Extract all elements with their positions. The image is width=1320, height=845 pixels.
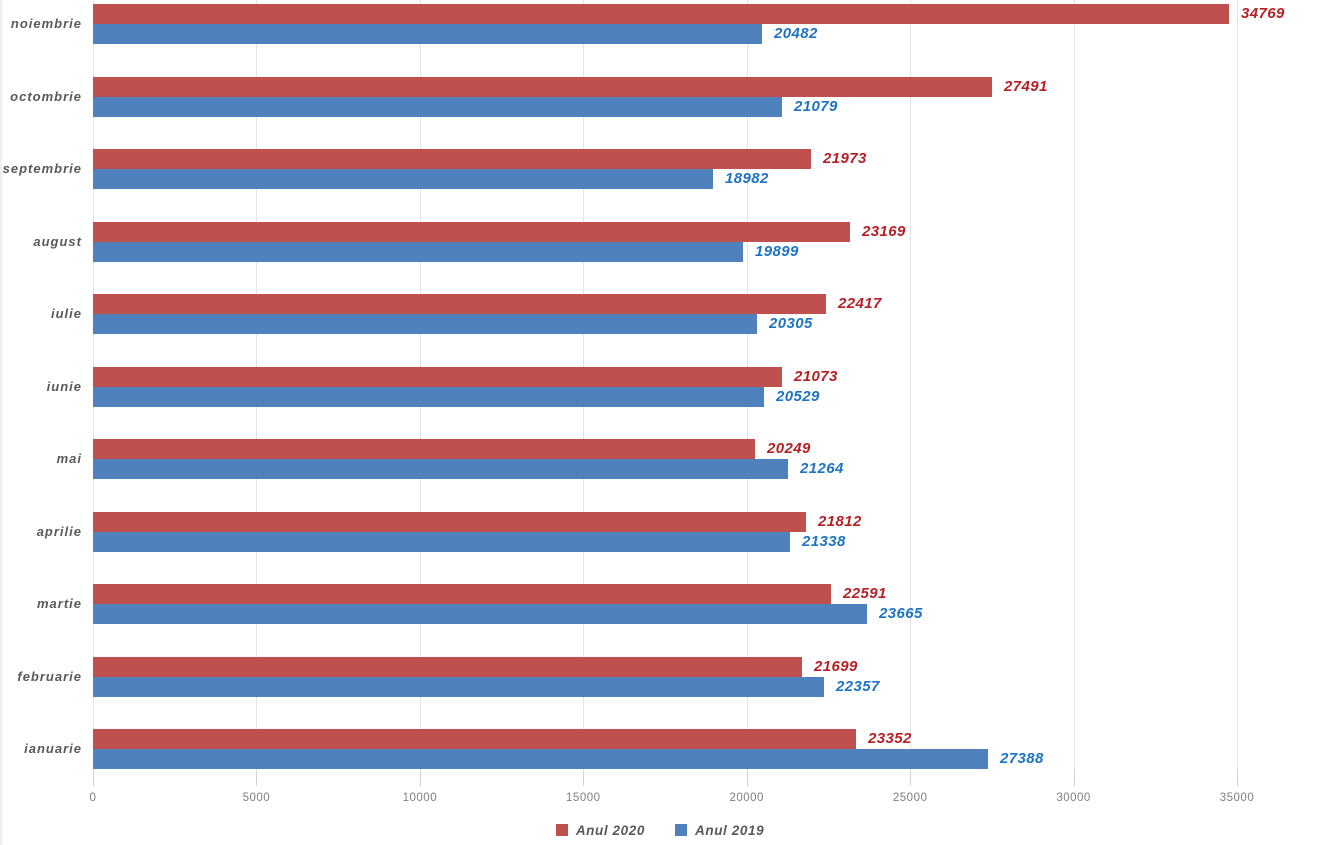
- data-label-anul-2019: 20482: [774, 25, 818, 42]
- bar-anul-2019: [93, 676, 824, 697]
- bar-anul-2020: [93, 149, 811, 169]
- category-label: noiembrie: [10, 16, 82, 31]
- category-label: aprilie: [36, 523, 82, 539]
- bar-anul-2019: [93, 24, 762, 44]
- data-label-anul-2019: 21079: [794, 97, 838, 115]
- legend-label-2020: Anul 2020: [575, 822, 645, 838]
- x-axis-tick-label: 35000: [1219, 792, 1255, 804]
- data-label-anul-2019: 19899: [755, 242, 799, 260]
- category-label: august: [33, 233, 82, 249]
- data-label-anul-2019: 21338: [802, 532, 846, 550]
- x-axis-tick-label: 25000: [892, 792, 928, 804]
- data-label-anul-2020: 34769: [1241, 5, 1285, 22]
- legend-swatch-2019: [675, 824, 687, 836]
- bar-anul-2020: [93, 4, 1229, 24]
- axis-tick-mark: [93, 770, 94, 786]
- legend-item-anul-2019: Anul 2019: [675, 823, 764, 838]
- data-label-anul-2020: 21812: [818, 512, 862, 530]
- data-label-anul-2019: 18982: [725, 170, 769, 187]
- data-label-anul-2019: 21264: [800, 460, 844, 477]
- data-label-anul-2019: 20305: [769, 315, 813, 332]
- data-label-anul-2020: 23352: [868, 730, 912, 747]
- axis-tick-mark: [583, 770, 585, 786]
- bar-anul-2020: [93, 656, 802, 677]
- bar-anul-2020: [93, 366, 782, 387]
- bar-anul-2019: [93, 386, 764, 407]
- bar-anul-2020: [93, 294, 826, 314]
- bar-anul-2019: [93, 96, 782, 117]
- data-label-anul-2020: 21699: [814, 657, 858, 675]
- data-label-anul-2020: 20249: [767, 440, 811, 457]
- category-label: februarie: [17, 668, 82, 684]
- x-axis-tick-label: 30000: [1056, 792, 1091, 804]
- x-axis-tick-label: 5000: [242, 792, 271, 804]
- axis-tick-mark: [1073, 770, 1075, 786]
- bar-anul-2020: [93, 221, 850, 242]
- bar-anul-2019: [93, 241, 743, 262]
- data-label-anul-2020: 21973: [823, 150, 867, 167]
- data-label-anul-2020: 22417: [838, 295, 882, 312]
- bar-anul-2020: [93, 439, 755, 459]
- axis-tick-mark: [910, 770, 912, 786]
- data-label-anul-2019: 27388: [1000, 750, 1044, 767]
- bar-anul-2019: [93, 169, 713, 189]
- category-label: mai: [56, 451, 82, 466]
- gridline: [1237, 0, 1238, 770]
- bar-anul-2020: [93, 584, 831, 604]
- data-label-anul-2020: 23169: [862, 222, 906, 240]
- gridline: [1073, 0, 1075, 770]
- x-axis-tick-label: 0: [89, 792, 97, 804]
- legend-item-anul-2020: Anul 2020: [555, 822, 645, 838]
- x-axis-tick-label: 20000: [729, 792, 764, 804]
- bar-anul-2019: [93, 531, 790, 552]
- bar-anul-2019: [93, 459, 788, 479]
- category-label: iulie: [50, 306, 82, 321]
- bar-anul-2020: [93, 729, 856, 749]
- category-label: octombrie: [10, 88, 82, 104]
- data-label-anul-2020: 21073: [794, 367, 838, 385]
- category-label: septembrie: [2, 161, 82, 176]
- legend-label-2019: Anul 2019: [695, 822, 765, 838]
- data-label-anul-2020: 27491: [1004, 77, 1048, 95]
- category-label: ianuarie: [24, 741, 82, 756]
- gridline: [910, 0, 912, 770]
- bar-anul-2020: [93, 511, 806, 532]
- legend-swatch-2020: [555, 824, 568, 836]
- category-label: iunie: [46, 378, 82, 394]
- data-label-anul-2019: 22357: [836, 677, 880, 695]
- axis-tick-mark: [1237, 770, 1238, 786]
- axis-tick-mark: [746, 770, 748, 786]
- bar-anul-2020: [93, 76, 992, 97]
- x-axis-tick-label: 10000: [402, 792, 438, 804]
- left-edge-fade: [0, 0, 4, 845]
- data-label-anul-2020: 22591: [843, 585, 887, 602]
- data-label-anul-2019: 23665: [879, 605, 923, 622]
- data-label-anul-2019: 20529: [776, 387, 820, 405]
- axis-tick-mark: [419, 770, 421, 786]
- category-label: martie: [36, 596, 82, 611]
- bar-anul-2019: [93, 314, 757, 334]
- legend: Anul 2020 Anul 2019: [0, 820, 1320, 840]
- bar-anul-2019: [93, 604, 867, 624]
- x-axis-tick-label: 15000: [566, 792, 601, 804]
- axis-tick-mark: [256, 770, 258, 786]
- bar-anul-2019: [93, 749, 988, 769]
